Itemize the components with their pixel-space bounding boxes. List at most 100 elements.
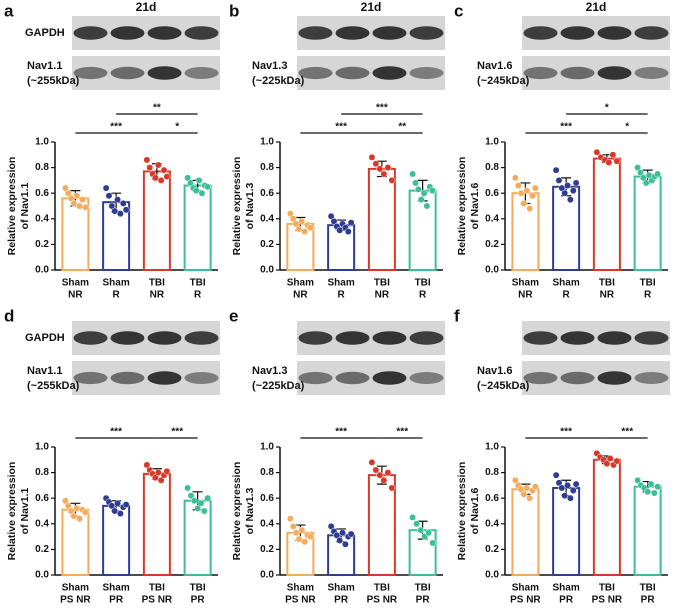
y-tick-label: 1.0 bbox=[485, 137, 499, 148]
panel-label: a bbox=[4, 1, 14, 20]
blot-band bbox=[73, 26, 108, 40]
data-point bbox=[295, 535, 303, 543]
blot-band bbox=[184, 331, 219, 345]
x-tick-label: NR bbox=[518, 290, 533, 301]
data-point bbox=[301, 538, 309, 546]
y-tick-label: 0.6 bbox=[485, 493, 499, 504]
data-point bbox=[184, 484, 192, 492]
y-tick-label: 0.4 bbox=[35, 518, 49, 529]
data-point bbox=[79, 196, 86, 204]
bar bbox=[367, 167, 396, 272]
x-tick-label: PS NR bbox=[592, 595, 623, 606]
data-point bbox=[384, 469, 392, 477]
bar bbox=[592, 458, 621, 576]
blot-band bbox=[597, 66, 632, 80]
blot-band bbox=[298, 66, 333, 80]
x-tick-label: Sham bbox=[287, 278, 314, 289]
x-tick-label: PS NR bbox=[510, 595, 541, 606]
data-point bbox=[425, 529, 433, 537]
blot-band bbox=[409, 67, 444, 79]
y-axis-label: Relative expression bbox=[231, 157, 243, 256]
data-point bbox=[119, 199, 127, 207]
data-point bbox=[111, 207, 119, 215]
data-point bbox=[380, 170, 388, 178]
y-tick-label: 1.0 bbox=[35, 137, 49, 148]
blot-band bbox=[110, 66, 145, 80]
y-tick-label: 0.0 bbox=[260, 265, 274, 276]
data-point bbox=[116, 210, 124, 218]
blot-band bbox=[523, 331, 558, 345]
blot-band bbox=[372, 66, 407, 80]
blot-band bbox=[335, 66, 370, 80]
data-point bbox=[114, 499, 122, 507]
data-point bbox=[569, 187, 577, 195]
x-tick-label: PS NR bbox=[367, 595, 398, 606]
data-point bbox=[76, 515, 84, 523]
x-tick-label: PS NR bbox=[60, 595, 91, 606]
significance-label: *** bbox=[560, 122, 572, 133]
significance-label: *** bbox=[396, 427, 408, 438]
data-point bbox=[372, 466, 380, 474]
blot-band bbox=[560, 331, 595, 345]
data-point bbox=[420, 189, 428, 197]
y-tick-label: 0.2 bbox=[260, 544, 274, 555]
y-tick-label: 0.4 bbox=[35, 213, 49, 224]
blot-band bbox=[634, 372, 669, 384]
data-point bbox=[336, 536, 344, 544]
data-point bbox=[289, 522, 297, 530]
data-point bbox=[154, 161, 162, 169]
x-tick-label: R bbox=[419, 290, 427, 301]
x-tick-label: Sham bbox=[328, 278, 355, 289]
data-point bbox=[529, 192, 536, 200]
y-axis-label: of Nav1.6 bbox=[469, 182, 481, 229]
data-point bbox=[520, 199, 528, 207]
data-point bbox=[526, 205, 534, 213]
significance-label: ** bbox=[153, 103, 161, 114]
y-tick-label: 0.6 bbox=[35, 493, 49, 504]
blot-band bbox=[560, 66, 595, 80]
data-point bbox=[429, 539, 437, 547]
blot-band bbox=[147, 331, 182, 345]
x-tick-label: TBI bbox=[640, 583, 656, 594]
blot-label: (~245kDa) bbox=[477, 75, 530, 87]
y-axis-label: Relative expression bbox=[6, 157, 18, 256]
data-point bbox=[154, 469, 162, 477]
panel-label: d bbox=[4, 306, 14, 325]
y-axis-label: of Nav1.1 bbox=[19, 182, 31, 229]
data-point bbox=[388, 176, 396, 184]
y-tick-label: 0.0 bbox=[485, 265, 499, 276]
data-point bbox=[372, 160, 380, 168]
x-tick-label: NR bbox=[150, 290, 165, 301]
blot-band bbox=[298, 26, 333, 40]
bar bbox=[102, 504, 131, 577]
blot-band bbox=[634, 331, 669, 345]
data-point bbox=[603, 460, 611, 468]
data-point bbox=[520, 490, 528, 498]
data-point bbox=[523, 187, 531, 195]
y-tick-label: 0.0 bbox=[35, 265, 49, 276]
x-tick-label: R bbox=[338, 290, 346, 301]
blot-label: (~225kDa) bbox=[252, 75, 305, 87]
data-point bbox=[417, 526, 425, 534]
blot-band bbox=[335, 331, 370, 345]
y-tick-label: 0.8 bbox=[260, 467, 274, 478]
bar bbox=[408, 189, 437, 271]
blot-label: Nav1.6 bbox=[477, 60, 512, 72]
y-tick-label: 0.2 bbox=[485, 239, 499, 250]
blot-band bbox=[147, 371, 182, 385]
y-tick-label: 0.6 bbox=[485, 188, 499, 199]
data-point bbox=[368, 458, 376, 466]
blot-band bbox=[372, 371, 407, 385]
data-point bbox=[605, 159, 613, 166]
data-point bbox=[73, 504, 81, 512]
data-point bbox=[187, 492, 195, 500]
blot-band bbox=[597, 371, 632, 385]
data-point bbox=[157, 176, 165, 184]
data-point bbox=[143, 156, 151, 164]
x-tick-label: PS NR bbox=[285, 595, 316, 606]
blot-label: (~255kDa) bbox=[27, 75, 80, 87]
significance-label: *** bbox=[110, 122, 122, 133]
data-point bbox=[111, 507, 119, 515]
data-point bbox=[384, 164, 392, 172]
